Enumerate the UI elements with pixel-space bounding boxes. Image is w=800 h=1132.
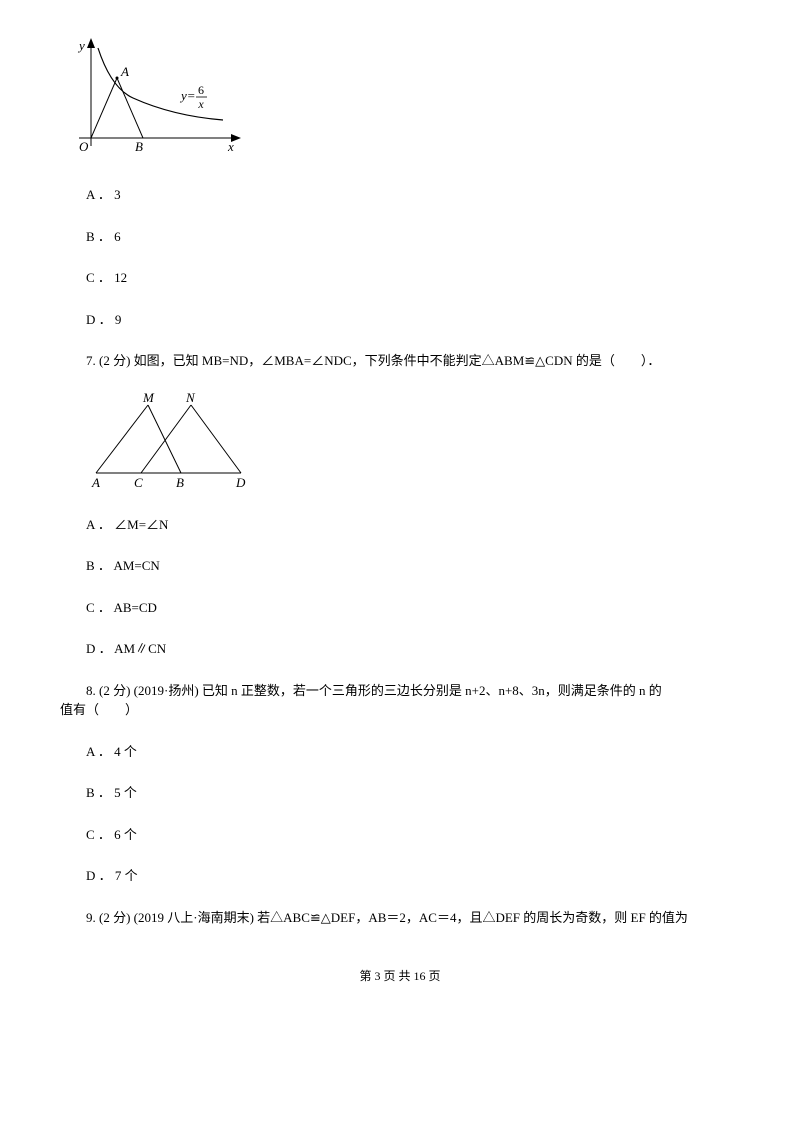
svg-text:A: A — [120, 64, 129, 79]
q7-option-a: A ． ∠M=∠N — [60, 515, 740, 535]
svg-text:B: B — [135, 139, 143, 154]
svg-text:C: C — [134, 475, 143, 490]
svg-text:M: M — [142, 393, 155, 405]
q7-option-d: D ． AM∥CN — [60, 639, 740, 659]
svg-text:B: B — [176, 475, 184, 490]
q8-option-c: C ． 6 个 — [60, 825, 740, 845]
triangles-svg: M N A C B D — [86, 393, 256, 493]
svg-text:6: 6 — [198, 83, 204, 97]
svg-text:x: x — [197, 97, 204, 111]
q8-option-d: D ． 7 个 — [60, 866, 740, 886]
q7-stem: 7. (2 分) 如图，已知 MB=ND，∠MBA=∠NDC，下列条件中不能判定… — [60, 351, 740, 371]
q7-option-b: B ． AM=CN — [60, 556, 740, 576]
q8-stem: 8. (2 分) (2019·扬州) 已知 n 正整数，若一个三角形的三边长分别… — [60, 681, 740, 720]
page-footer: 第 3 页 共 16 页 — [60, 967, 740, 985]
q8-option-a: A ． 4 个 — [60, 742, 740, 762]
hyperbola-svg: y A B O x y= 6 x — [73, 38, 248, 163]
figure-congruent-triangles: M N A C B D — [86, 393, 740, 493]
svg-text:D: D — [235, 475, 246, 490]
svg-text:O: O — [79, 139, 89, 154]
svg-text:y=: y= — [179, 88, 196, 103]
q9-stem: 9. (2 分) (2019 八上·海南期末) 若△ABC≌△DEF，AB＝2，… — [60, 908, 740, 928]
q6-option-d: D ． 9 — [60, 310, 740, 330]
figure-hyperbola-triangle: y A B O x y= 6 x — [73, 38, 740, 163]
page-root: y A B O x y= 6 x A ． 3 B ． 6 C ． 12 D ． … — [0, 0, 800, 1015]
svg-text:N: N — [185, 393, 196, 405]
svg-text:x: x — [227, 139, 234, 154]
svg-text:y: y — [77, 38, 85, 53]
q8-option-b: B ． 5 个 — [60, 783, 740, 803]
q7-option-c: C ． AB=CD — [60, 598, 740, 618]
q6-option-a: A ． 3 — [60, 185, 740, 205]
q6-option-c: C ． 12 — [60, 268, 740, 288]
svg-text:A: A — [91, 475, 100, 490]
q6-option-b: B ． 6 — [60, 227, 740, 247]
